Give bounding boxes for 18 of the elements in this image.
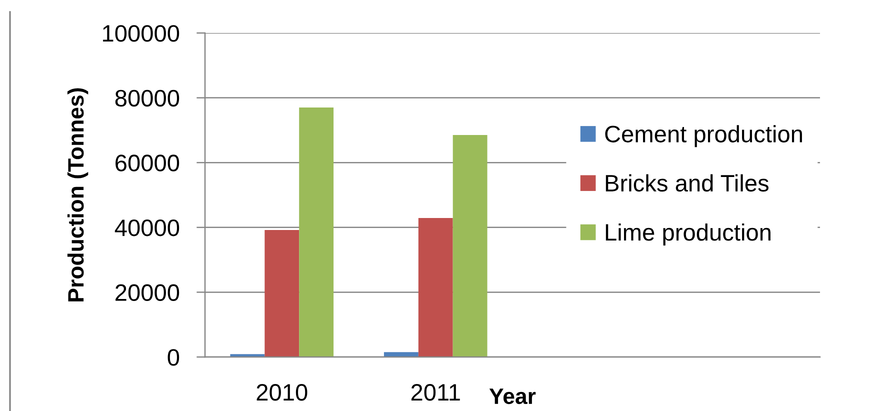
y-tick-label: 100000 bbox=[103, 25, 180, 42]
bar bbox=[384, 352, 418, 357]
y-tick-label: 80000 bbox=[115, 90, 180, 107]
legend-label: Lime production bbox=[606, 223, 770, 246]
bar bbox=[264, 230, 300, 357]
y-tick-label: 0 bbox=[168, 349, 180, 366]
y-tick-label: 40000 bbox=[114, 219, 180, 236]
y-axis-title: Production (Tonnes) bbox=[67, 88, 88, 302]
x-tick-label: 2011 bbox=[411, 384, 460, 401]
bar bbox=[299, 108, 334, 357]
legend-label: Bricks and Tiles bbox=[606, 174, 768, 192]
y-tick-label: 60000 bbox=[116, 154, 180, 172]
bar bbox=[452, 135, 488, 357]
bar bbox=[418, 218, 453, 357]
x-tick-label: 2010 bbox=[256, 384, 308, 401]
x-axis-title: Year bbox=[489, 388, 536, 404]
y-tick-label: 20000 bbox=[116, 284, 180, 301]
legend-label: Cement production bbox=[605, 125, 802, 148]
